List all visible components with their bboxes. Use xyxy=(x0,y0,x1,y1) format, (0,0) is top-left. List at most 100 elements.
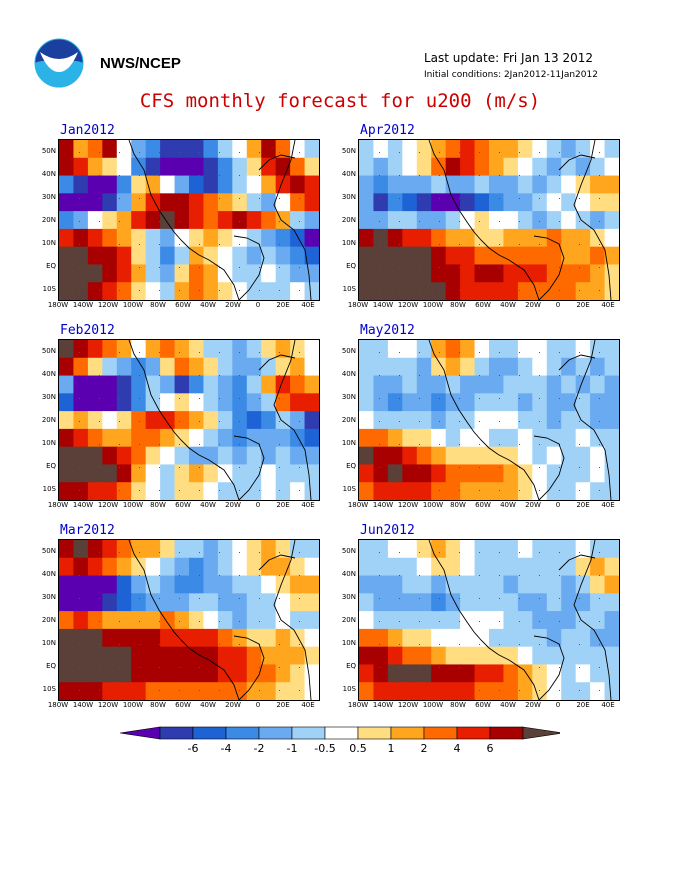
contour-cell xyxy=(59,428,75,448)
contour-cell xyxy=(590,357,606,377)
contour-cell xyxy=(532,228,548,248)
contour-cell xyxy=(203,340,219,359)
contour-cell xyxy=(590,611,606,630)
grid-dot xyxy=(219,644,220,645)
grid-dot xyxy=(399,267,400,268)
grid-dot xyxy=(199,290,200,291)
contour-cell xyxy=(217,682,233,700)
contour-cell xyxy=(232,193,248,212)
grid-dot xyxy=(139,490,140,491)
grid-dot xyxy=(99,421,100,422)
contour-cell xyxy=(590,157,606,177)
contour-cell xyxy=(116,682,132,700)
lon-tick-label: 0 xyxy=(255,301,261,309)
grid-dot xyxy=(419,375,420,376)
grid-dot xyxy=(139,621,140,622)
contour-cell xyxy=(102,140,118,159)
contour-cell xyxy=(402,228,418,248)
contour-cell xyxy=(73,393,89,412)
contour-cell xyxy=(460,340,476,359)
grid-dot xyxy=(199,421,200,422)
contour-cell xyxy=(102,611,118,630)
grid-dot xyxy=(599,552,600,553)
contour-cell xyxy=(189,193,205,212)
contour-cell xyxy=(261,393,277,412)
grid-dot xyxy=(299,667,300,668)
contour-cell xyxy=(145,611,161,630)
contour-cell xyxy=(102,193,118,212)
grid-dot xyxy=(439,352,440,353)
contour-cell xyxy=(189,393,205,412)
contour-cell xyxy=(503,540,519,559)
contour-cell xyxy=(145,246,161,266)
lon-tick-label: 80W xyxy=(150,301,166,309)
contour-cell xyxy=(387,611,403,630)
contour-cell xyxy=(517,575,533,594)
coastline xyxy=(258,554,296,571)
lon-tick-label: 100W xyxy=(122,501,144,509)
contour-cell xyxy=(575,464,591,483)
grid-dot xyxy=(299,398,300,399)
contour-cell xyxy=(304,375,319,394)
contour-cell xyxy=(304,228,319,248)
contour-cell xyxy=(160,228,176,248)
contour-cell xyxy=(203,193,219,212)
grid-dot xyxy=(539,444,540,445)
contour-cell xyxy=(532,611,548,630)
grid-dot xyxy=(559,467,560,468)
contour-cell xyxy=(373,464,389,483)
contour-cell xyxy=(517,246,533,266)
contour-cell xyxy=(503,175,519,194)
contour-cell xyxy=(387,246,403,266)
contour-cell xyxy=(261,428,277,448)
grid-dot xyxy=(499,244,500,245)
lat-tick-label: 10N xyxy=(41,239,56,247)
grid-dot xyxy=(179,490,180,491)
grid-dot xyxy=(579,290,580,291)
contour-cell xyxy=(431,557,447,577)
grid-dot xyxy=(79,175,80,176)
grid-dot xyxy=(259,375,260,376)
contour-cell xyxy=(445,246,461,266)
contour-cell xyxy=(290,411,306,430)
contour-cell xyxy=(174,411,190,430)
contour-cell xyxy=(59,340,75,359)
contour-cell xyxy=(160,611,176,630)
grid-dot xyxy=(99,467,100,468)
contour-cell xyxy=(203,446,219,466)
grid-dot xyxy=(499,552,500,553)
grid-dot xyxy=(99,667,100,668)
contour-cell xyxy=(474,211,490,230)
contour-cell xyxy=(373,340,389,359)
lon-tick-label: 60W xyxy=(175,701,191,709)
lon-tick-label: 120W xyxy=(97,701,119,709)
lon-tick-label: 40W xyxy=(200,701,216,709)
grid-dot xyxy=(159,552,160,553)
lat-tick-label: EQ xyxy=(46,262,56,270)
contour-cell xyxy=(217,611,233,630)
contour-cell xyxy=(116,140,132,159)
contour-cell xyxy=(387,482,403,500)
contour-cell xyxy=(503,264,519,283)
grid-dot xyxy=(479,667,480,668)
grid-dot xyxy=(119,598,120,599)
coastline xyxy=(558,154,596,171)
contour-cell xyxy=(261,411,277,430)
contour-cell xyxy=(174,664,190,683)
contour-cell xyxy=(131,393,147,412)
grid-dot xyxy=(159,598,160,599)
contour-cell xyxy=(445,393,461,412)
contour-cell xyxy=(203,357,219,377)
grid-dot xyxy=(79,644,80,645)
lon-tick-label: 0 xyxy=(555,301,561,309)
contour-cell xyxy=(102,682,118,700)
grid-dot xyxy=(519,644,520,645)
grid-dot xyxy=(179,444,180,445)
lon-tick-label: 100W xyxy=(422,301,444,309)
contour-cell xyxy=(445,264,461,283)
contour-cell xyxy=(431,575,447,594)
grid-dot xyxy=(539,221,540,222)
contour-cell xyxy=(246,264,262,283)
contour-cell xyxy=(102,264,118,283)
contour-cell xyxy=(532,193,548,212)
